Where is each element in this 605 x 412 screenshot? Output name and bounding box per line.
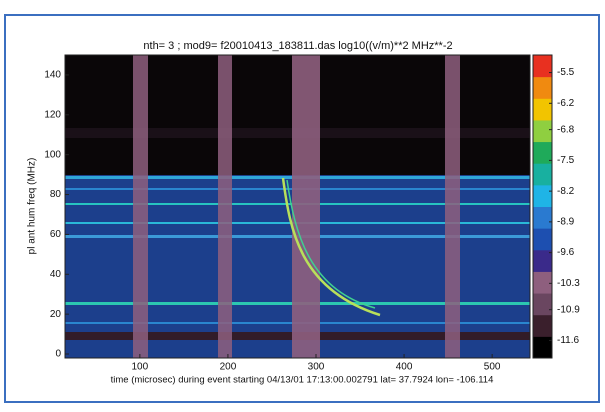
x-tick-label: 400	[396, 362, 413, 373]
colorbar-swatch	[533, 271, 552, 294]
x-axis-label: time (microsec) during event starting 04…	[111, 375, 494, 386]
y-tick-label: 80	[50, 189, 62, 200]
colorbar-swatch	[533, 293, 552, 316]
chart-title: nth= 3 ; mod9= f20010413_183811.das log1…	[143, 40, 452, 52]
colorbar-swatch	[533, 163, 552, 186]
colorbar-tick-label: -6.2	[557, 98, 575, 109]
colorbar-swatch	[533, 141, 552, 164]
colorbar-swatch	[533, 336, 552, 359]
colorbar-tick-label: -11.6	[557, 335, 579, 346]
spectrogram-image	[65, 55, 530, 358]
colorbar-swatch	[533, 98, 552, 121]
colorbar-tick-label: -10.9	[557, 304, 580, 315]
x-tick-label: 500	[484, 362, 501, 373]
y-tick-label: 40	[50, 269, 62, 280]
y-tick-label: 140	[44, 70, 61, 81]
colorbar-tick-label: -8.9	[557, 217, 575, 228]
colorbar-tick-label: -8.2	[557, 186, 575, 197]
y-tick-label: 0	[55, 349, 61, 360]
colorbar-swatch	[533, 76, 552, 99]
colorbar-border	[532, 54, 553, 359]
colorbar-swatch	[533, 55, 552, 78]
x-tick-label: 100	[132, 362, 149, 373]
colorbar-tick-label: -5.5	[557, 67, 575, 78]
x-tick-label: 200	[220, 362, 237, 373]
plot-border	[64, 54, 531, 359]
colorbar-tick-label: -6.8	[557, 124, 575, 135]
y-tick-label: 20	[50, 309, 62, 320]
colorbar-swatch	[533, 314, 552, 337]
colorbar-swatch	[533, 206, 552, 229]
colorbar-swatch	[533, 119, 552, 143]
y-tick-label: 100	[44, 149, 61, 160]
colorbar-tick-label: -10.3	[557, 278, 580, 289]
colorbar-swatch	[533, 249, 552, 272]
y-axis-label: pl ant hum freq (MHz)	[27, 158, 38, 255]
x-tick-label: 300	[308, 362, 325, 373]
colorbar-swatch	[533, 184, 552, 207]
colorbar-tick-label: -9.6	[557, 247, 575, 258]
y-tick-label: 120	[44, 109, 61, 120]
y-tick-label: 60	[50, 229, 62, 240]
colorbar-swatch	[533, 228, 552, 251]
colorbar-tick-label: -7.5	[557, 155, 575, 166]
